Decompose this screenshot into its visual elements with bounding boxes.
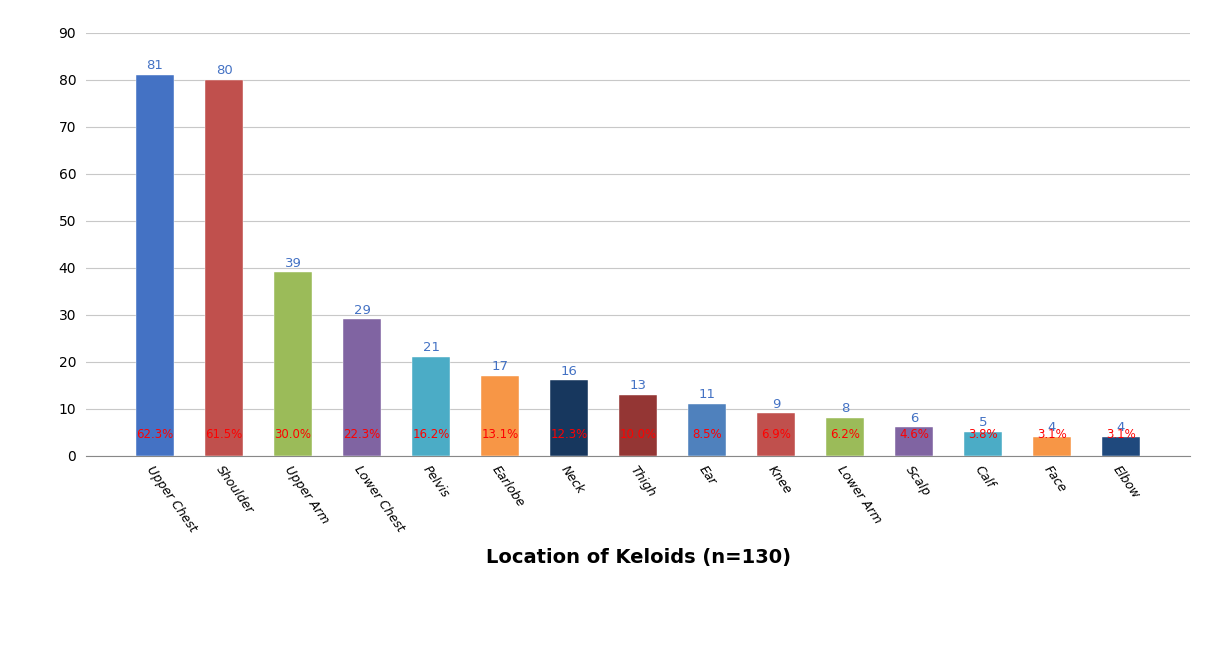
Bar bbox=[205, 79, 243, 456]
Bar bbox=[550, 380, 588, 456]
Bar bbox=[826, 418, 864, 456]
Text: 4: 4 bbox=[1117, 421, 1125, 434]
Bar bbox=[894, 428, 933, 456]
Text: 62.3%: 62.3% bbox=[136, 428, 174, 441]
Text: 17: 17 bbox=[492, 360, 508, 373]
Text: 11: 11 bbox=[698, 388, 715, 401]
Text: 13.1%: 13.1% bbox=[481, 428, 519, 441]
Text: 9: 9 bbox=[772, 398, 780, 411]
Text: 10.0%: 10.0% bbox=[620, 428, 656, 441]
Text: 12.3%: 12.3% bbox=[551, 428, 588, 441]
Bar bbox=[620, 395, 656, 456]
Bar bbox=[757, 413, 795, 456]
Text: 5: 5 bbox=[979, 417, 988, 430]
Text: 3.8%: 3.8% bbox=[968, 428, 998, 441]
Bar bbox=[481, 376, 519, 456]
Text: 8: 8 bbox=[840, 402, 849, 415]
Bar bbox=[1102, 437, 1140, 456]
Text: 6.9%: 6.9% bbox=[761, 428, 791, 441]
Text: 61.5%: 61.5% bbox=[205, 428, 243, 441]
Bar bbox=[136, 75, 174, 456]
Bar bbox=[274, 272, 312, 456]
Text: 80: 80 bbox=[216, 64, 232, 77]
Text: 4: 4 bbox=[1048, 421, 1056, 434]
Text: 3.1%: 3.1% bbox=[1107, 428, 1136, 441]
Bar bbox=[344, 320, 382, 456]
Bar bbox=[688, 404, 726, 456]
Text: 22.3%: 22.3% bbox=[344, 428, 380, 441]
Text: 6.2%: 6.2% bbox=[831, 428, 860, 441]
Text: 81: 81 bbox=[146, 59, 163, 72]
Text: 3.1%: 3.1% bbox=[1037, 428, 1067, 441]
Text: 39: 39 bbox=[285, 256, 302, 270]
Text: 6: 6 bbox=[910, 411, 918, 424]
Text: 13: 13 bbox=[629, 379, 647, 392]
Bar bbox=[1033, 437, 1071, 456]
Bar bbox=[964, 432, 1002, 456]
Text: 4.6%: 4.6% bbox=[899, 428, 929, 441]
X-axis label: Location of Keloids (n=130): Location of Keloids (n=130) bbox=[486, 548, 790, 567]
Text: 21: 21 bbox=[422, 341, 439, 354]
Text: 8.5%: 8.5% bbox=[692, 428, 721, 441]
Text: 16.2%: 16.2% bbox=[412, 428, 450, 441]
Bar bbox=[412, 357, 450, 456]
Text: 30.0%: 30.0% bbox=[275, 428, 312, 441]
Text: 16: 16 bbox=[561, 365, 578, 378]
Text: 29: 29 bbox=[353, 303, 371, 316]
